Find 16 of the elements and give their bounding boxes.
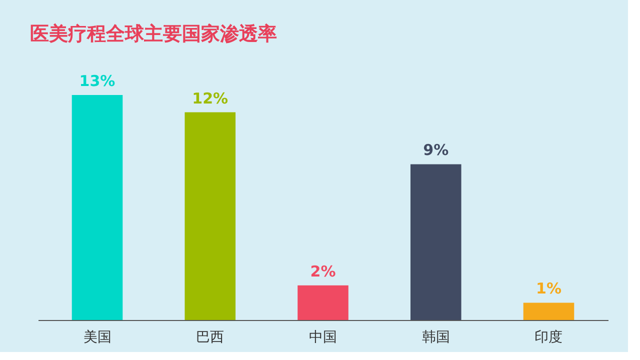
bar [184, 112, 236, 320]
data-label: 13% [79, 72, 116, 90]
data-label: 1% [536, 280, 562, 298]
data-label: 12% [192, 89, 228, 108]
bar [410, 164, 462, 320]
chart-title: 医美疗程全球主要国家渗透率 [30, 23, 277, 45]
data-label: 9% [423, 141, 449, 160]
x-tick-label: 韩国 [422, 330, 450, 346]
x-tick-label: 美国 [83, 330, 112, 346]
x-tick-label: 中国 [309, 330, 337, 346]
bar [298, 285, 348, 320]
x-tick-label: 巴西 [196, 330, 224, 346]
bar [523, 302, 574, 320]
x-tick-label: 印度 [534, 330, 563, 346]
bar [72, 95, 123, 320]
data-label: 2% [310, 262, 336, 280]
